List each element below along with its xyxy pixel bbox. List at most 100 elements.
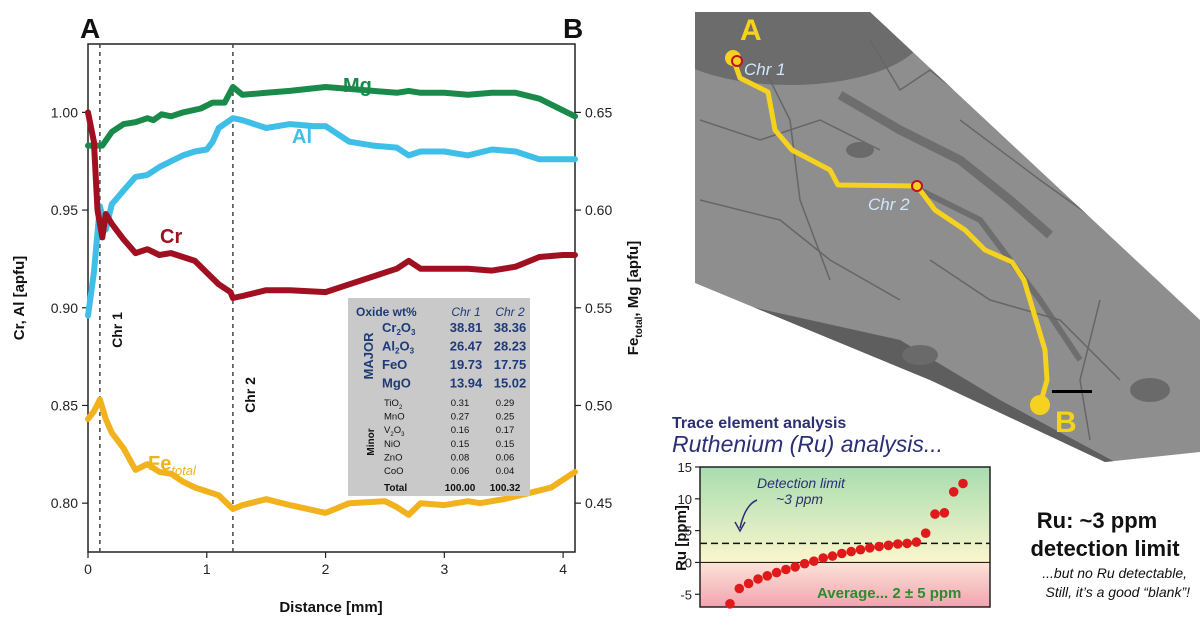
oxide-table: Oxide wt% Chr 1 Chr 2 MAJOR Minor Cr2O3 3…: [348, 298, 530, 496]
oxide-part: O: [394, 425, 401, 436]
chr2-spot: [911, 180, 923, 192]
oxide-name: FeO: [382, 357, 407, 372]
traverse-end-dot: [1030, 395, 1050, 415]
detection-arrowhead: [734, 521, 746, 533]
fe-label-sub: total: [171, 463, 197, 478]
chromite-markers: Chr 1 Chr 2: [99, 44, 258, 552]
profile-chart: A B 0 1 2 3 4 0.80 0.85 0.90 0.95 1.00 0.45 0.50 0.5…: [11, 13, 645, 616]
oxide-subscript: 3: [401, 432, 405, 438]
oxide-part: CoO: [384, 466, 404, 477]
bse-chr1-label: Chr 1: [744, 60, 786, 79]
oxide-subscript: 2: [396, 328, 401, 337]
oxide-subscript: 2: [395, 347, 400, 356]
ru-tick-label: 0: [685, 555, 692, 570]
conclusion-text: Ru: ~3 ppm detection limit ...but no Ru …: [1030, 508, 1190, 600]
ru-data-point: [725, 599, 735, 609]
series-line-mg: [85, 84, 578, 149]
minor-value-chr2: 0.04: [496, 466, 515, 477]
oxide-name: CoO: [384, 466, 404, 477]
series-lines: [85, 84, 578, 518]
x-tick-label: 2: [322, 561, 330, 577]
table-header-chr2: Chr 2: [495, 305, 525, 319]
ru-data-point: [837, 548, 847, 559]
oxide-part: Cr: [382, 320, 396, 335]
oxide-part: TiO: [384, 398, 399, 409]
y-right-tick-label: 0.50: [585, 397, 612, 413]
chromite-marker-label: Chr 1: [109, 312, 125, 348]
major-value-chr1: 38.81: [450, 320, 483, 335]
ru-data-point: [874, 541, 884, 552]
table-header-oxide: Oxide wt%: [356, 305, 417, 319]
ru-data-point: [827, 551, 838, 561]
total-value-chr2: 100.32: [490, 483, 521, 494]
minor-value-chr1: 0.27: [451, 412, 470, 423]
oxide-name: ZnO: [384, 452, 402, 463]
major-value-chr1: 19.73: [450, 357, 483, 372]
average-label: Average... 2 ± 5 ppm: [817, 585, 961, 602]
y-right-rest: , Mg [apfu]: [625, 241, 642, 317]
ru-data-point: [855, 544, 866, 555]
total-value-chr1: 100.00: [445, 483, 476, 494]
trace-subtitle: Ruthenium (Ru) analysis...: [672, 431, 943, 457]
major-value-chr2: 15.02: [494, 376, 527, 391]
ru-data-point: [790, 562, 800, 572]
table-minor-label: Minor: [366, 428, 377, 455]
y-right-tick-label: 0.55: [585, 300, 612, 316]
analysis-traverse: [730, 57, 1050, 406]
crack: [929, 259, 1121, 381]
minor-value-chr2: 0.29: [496, 398, 515, 409]
scale-bar: [1052, 390, 1092, 393]
oxide-part: Al: [382, 339, 395, 354]
series-line-al: [85, 115, 578, 319]
dark-pit: [846, 142, 874, 158]
ru-data-point: [865, 543, 875, 553]
trace-title: Trace element analysis: [672, 415, 846, 432]
detection-limit-label: Detection limit: [757, 475, 846, 491]
oxide-subscript: 3: [411, 328, 416, 337]
oxide-part: MgO: [382, 376, 411, 391]
minor-value-chr2: 0.15: [496, 439, 515, 450]
scale-bar-2: [1110, 463, 1150, 466]
ru-data-point: [809, 556, 819, 566]
conclusion-line1: Ru: ~3 ppm: [1037, 508, 1157, 533]
ru-data-point: [958, 478, 968, 489]
oxide-part: MnO: [384, 412, 405, 423]
x-tick-label: 0: [84, 561, 92, 577]
ru-data-point: [893, 539, 903, 549]
oxide-name: Cr2O3: [382, 320, 416, 337]
bse-start-letter: A: [740, 14, 762, 47]
ru-data-point: [799, 558, 810, 569]
ru-tick-label: 5: [685, 524, 692, 539]
y-left-tick-label: 0.85: [51, 397, 78, 413]
oxide-part: ZnO: [384, 452, 402, 463]
chr1-spot: [731, 55, 743, 67]
dark-inclusion-top: [695, 12, 925, 85]
oxide-subscript: 2: [399, 405, 403, 411]
minor-value-chr2: 0.17: [496, 425, 515, 436]
table-major-label: MAJOR: [361, 332, 376, 380]
ru-ticks: -5 0 5 10 15: [678, 460, 700, 602]
ru-data-point: [818, 553, 828, 563]
y-right-sub: total: [634, 316, 645, 337]
minor-value-chr2: 0.25: [496, 412, 515, 423]
major-value-chr1: 26.47: [450, 339, 483, 354]
major-value-chr2: 17.75: [494, 357, 527, 372]
y-right-tick-label: 0.45: [585, 495, 612, 511]
bse-image: A B Chr 1 Chr 2: [695, 12, 1200, 466]
fe-label-main: Fe: [148, 453, 171, 475]
x-axis-label: Distance [mm]: [279, 599, 382, 616]
panel-b-letter: B: [563, 13, 583, 44]
minor-value-chr1: 0.08: [451, 452, 470, 463]
total-label: Total: [384, 483, 407, 494]
oxide-name: NiO: [384, 439, 400, 450]
table-header-chr1: Chr 1: [451, 305, 480, 319]
ru-data-point: [948, 487, 959, 497]
ru-tick-label: -5: [680, 587, 692, 602]
major-value-chr1: 13.94: [450, 376, 483, 391]
ru-data-point: [753, 574, 763, 584]
ru-data-point: [846, 546, 856, 557]
y-axis-left-label: Cr, Al [apfu]: [11, 256, 28, 340]
dark-pit: [902, 345, 938, 365]
